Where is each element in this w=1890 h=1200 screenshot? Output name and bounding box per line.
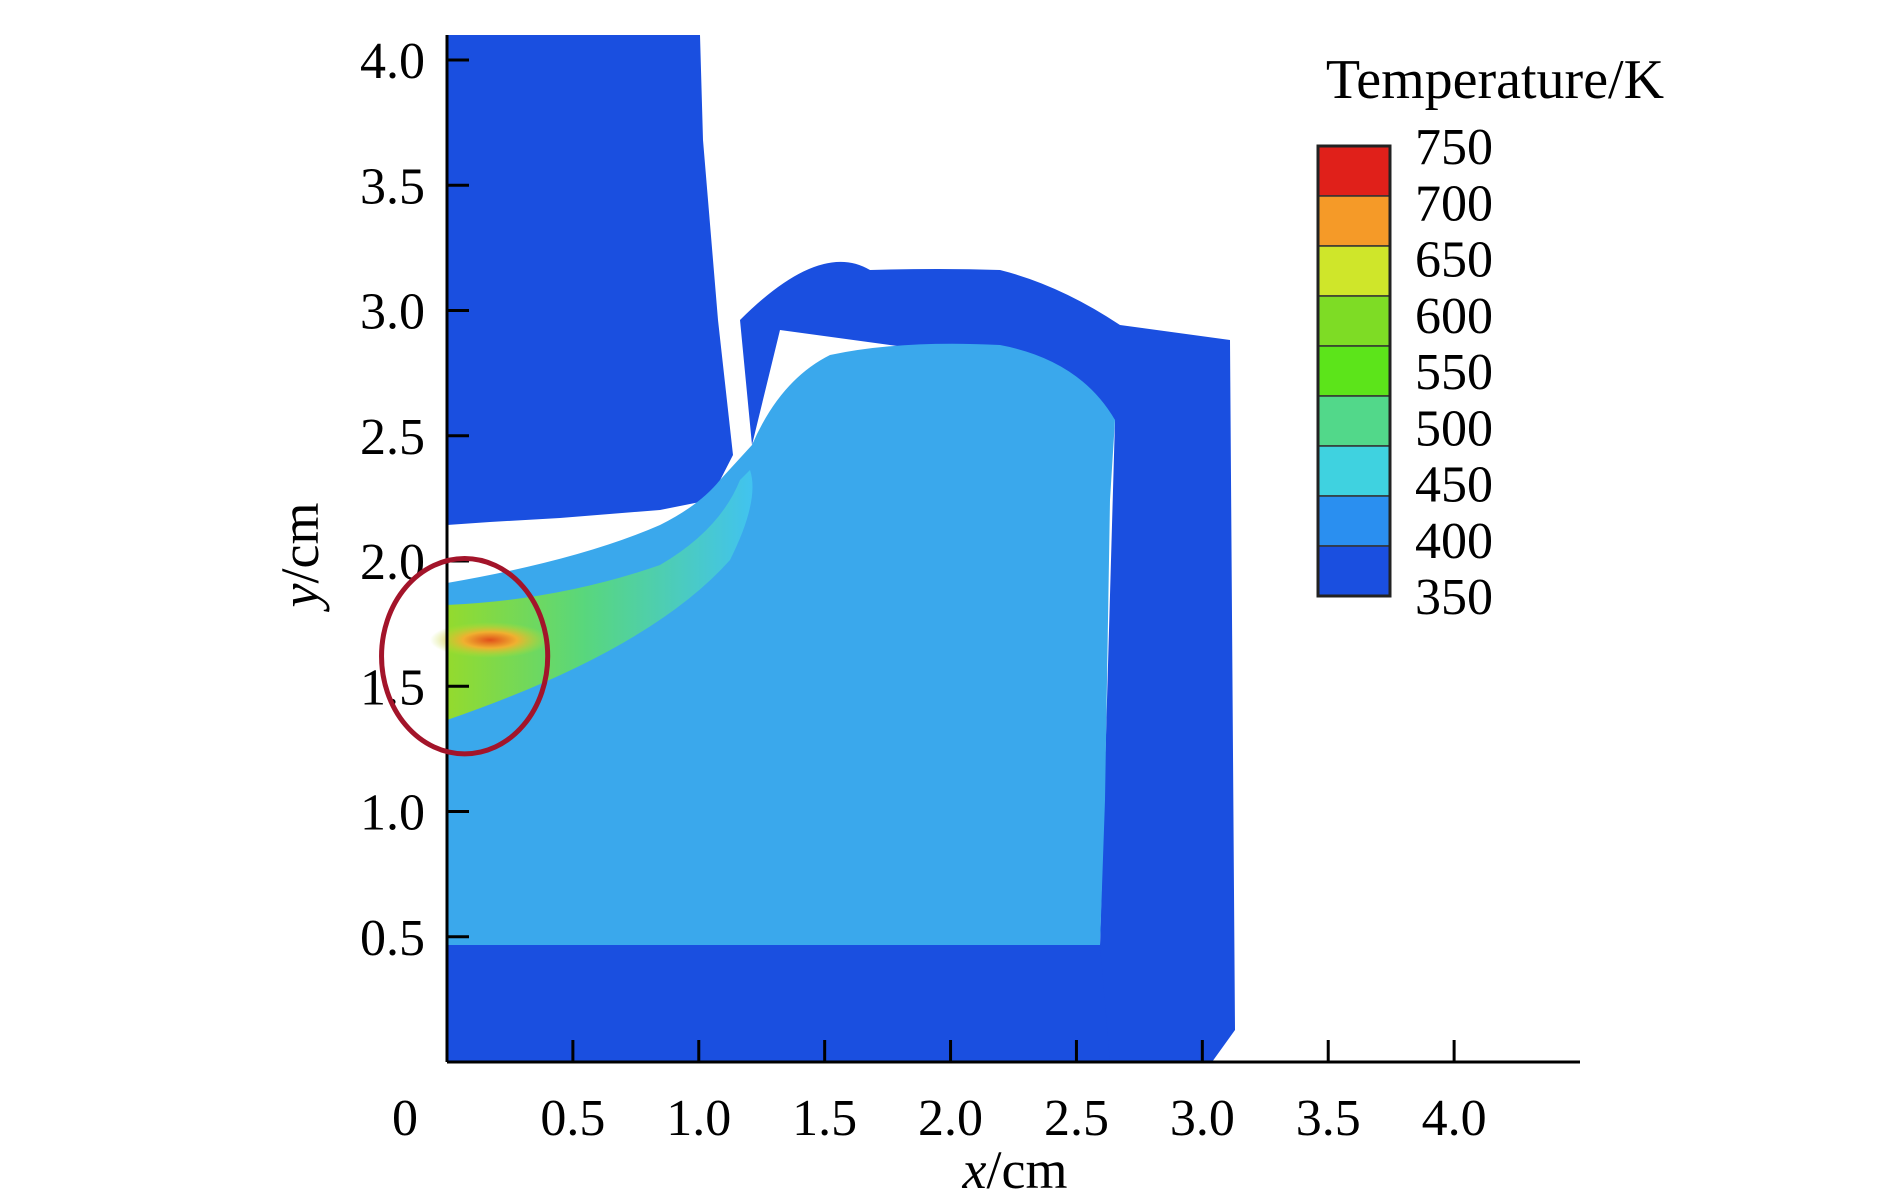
- y-tick-label: 4.0: [360, 33, 425, 90]
- highlight-ellipse: [379, 556, 551, 757]
- y-tick-label: 2.0: [360, 534, 425, 591]
- x-axis-title: x/cm: [962, 1140, 1068, 1200]
- legend-level-label: 600: [1415, 288, 1493, 345]
- legend-color-bar: [1316, 144, 1392, 598]
- legend-level-label: 400: [1415, 513, 1493, 570]
- legend-level-label: 450: [1415, 457, 1493, 514]
- legend-level-label: 350: [1415, 569, 1493, 626]
- x-tick-label: 0.5: [540, 1090, 605, 1147]
- y-tick-label: 3.5: [360, 158, 425, 215]
- x-tick-label: 3.0: [1170, 1090, 1235, 1147]
- legend-band: [1317, 445, 1391, 497]
- legend-band: [1317, 495, 1391, 547]
- legend-band: [1317, 395, 1391, 447]
- y-axis-ticks: 0.51.01.52.02.53.03.54.0: [360, 33, 469, 967]
- legend-title: Temperature/K: [1326, 49, 1664, 111]
- legend-level-label: 700: [1415, 175, 1493, 232]
- x-axis-ticks: 0.5 1.0 1.5 2.0 2.5 3.0 3.5 4.0: [540, 1040, 1487, 1147]
- y-tick-label: 1.0: [360, 785, 425, 842]
- legend-level-label: 650: [1415, 232, 1493, 289]
- workpiece-region: [447, 343, 1115, 945]
- legend-level-label: 550: [1415, 344, 1493, 401]
- x-tick-label: 1.5: [792, 1090, 857, 1147]
- legend-level-label: 500: [1415, 400, 1493, 457]
- x-tick-label: 3.5: [1296, 1090, 1361, 1147]
- legend-band: [1317, 545, 1391, 597]
- punch-region: [447, 35, 733, 525]
- legend-band: [1317, 295, 1391, 347]
- x-tick-label: 1.0: [666, 1090, 731, 1147]
- hot-spot-region: [430, 622, 550, 658]
- base-region: [447, 945, 1110, 1062]
- legend-level-label: 750: [1415, 119, 1493, 176]
- legend-band: [1317, 345, 1391, 397]
- x-tick-label: 2.0: [918, 1090, 983, 1147]
- origin-tick-label: 0: [392, 1090, 418, 1147]
- legend-bar-frame: [1316, 144, 1392, 598]
- shear-band-region: [447, 470, 753, 720]
- x-axis-variable: x: [962, 1140, 987, 1200]
- legend-band: [1317, 195, 1391, 247]
- y-tick-label: 0.5: [360, 910, 425, 967]
- y-axis-variable: y: [270, 583, 330, 612]
- y-tick-label: 3.0: [360, 284, 425, 341]
- y-tick-label: 2.5: [360, 409, 425, 466]
- x-axis-unit: /cm: [986, 1140, 1067, 1200]
- y-axis-title: y/cm: [270, 503, 330, 613]
- legend-band: [1317, 145, 1391, 197]
- container-region: [740, 261, 1235, 1062]
- y-axis-unit: /cm: [270, 503, 330, 584]
- x-tick-label: 2.5: [1044, 1090, 1109, 1147]
- x-tick-label: 4.0: [1422, 1090, 1487, 1147]
- legend-band: [1317, 245, 1391, 297]
- temperature-legend: Temperature/K 75070065060055050045040035…: [1316, 49, 1664, 626]
- contour-plot-area: [430, 35, 1235, 1062]
